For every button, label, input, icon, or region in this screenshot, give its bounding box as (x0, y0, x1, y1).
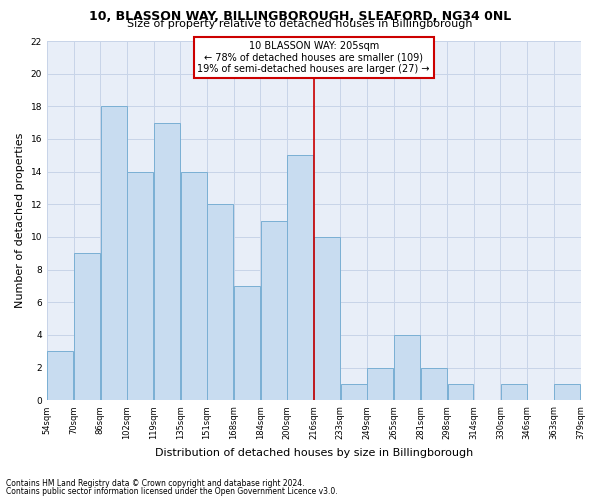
Bar (181, 172, 206, 400)
Text: Contains public sector information licensed under the Open Government Licence v3: Contains public sector information licen… (6, 487, 338, 496)
Bar (367, 368, 394, 400)
Text: Contains HM Land Registry data © Crown copyright and database right 2024.: Contains HM Land Registry data © Crown c… (6, 478, 305, 488)
Bar (127, 172, 153, 400)
Bar (47, 352, 73, 401)
Bar (74, 254, 100, 400)
Bar (448, 384, 473, 400)
Bar (234, 286, 260, 401)
Bar (554, 384, 580, 400)
Bar (101, 106, 127, 401)
Y-axis label: Number of detached properties: Number of detached properties (15, 133, 25, 308)
Bar (261, 220, 287, 400)
Text: 10 BLASSON WAY: 205sqm
← 78% of detached houses are smaller (109)
19% of semi-de: 10 BLASSON WAY: 205sqm ← 78% of detached… (197, 41, 430, 74)
Bar (154, 122, 180, 400)
Text: Size of property relative to detached houses in Billingborough: Size of property relative to detached ho… (127, 19, 473, 29)
Bar (394, 335, 420, 400)
Bar (287, 156, 313, 400)
X-axis label: Distribution of detached houses by size in Billingborough: Distribution of detached houses by size … (155, 448, 473, 458)
Bar (208, 204, 233, 400)
Bar (501, 384, 527, 400)
Bar (341, 384, 367, 400)
Text: 10, BLASSON WAY, BILLINGBOROUGH, SLEAFORD, NG34 0NL: 10, BLASSON WAY, BILLINGBOROUGH, SLEAFOR… (89, 10, 511, 23)
Bar (314, 237, 340, 400)
Bar (421, 368, 447, 400)
